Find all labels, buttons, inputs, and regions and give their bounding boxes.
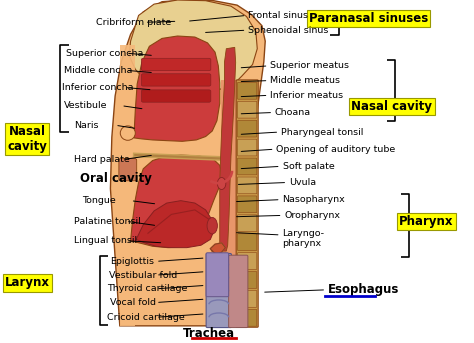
Text: Palatine tonsil: Palatine tonsil <box>74 217 141 226</box>
FancyBboxPatch shape <box>237 196 257 213</box>
FancyBboxPatch shape <box>141 90 211 102</box>
Text: Trachea: Trachea <box>183 327 235 340</box>
Text: Larynx: Larynx <box>5 276 50 289</box>
Text: Cribriform plate: Cribriform plate <box>96 18 172 27</box>
FancyBboxPatch shape <box>206 253 228 297</box>
Text: Paranasal sinuses: Paranasal sinuses <box>309 12 428 25</box>
FancyBboxPatch shape <box>237 272 257 288</box>
FancyBboxPatch shape <box>237 101 257 118</box>
FancyBboxPatch shape <box>237 309 257 326</box>
FancyBboxPatch shape <box>237 234 257 250</box>
Polygon shape <box>131 155 222 248</box>
Polygon shape <box>210 243 225 255</box>
FancyBboxPatch shape <box>119 158 137 181</box>
Text: Vocal fold: Vocal fold <box>110 298 156 307</box>
Ellipse shape <box>120 126 135 140</box>
Text: Thyroid cartilage: Thyroid cartilage <box>107 284 188 293</box>
Text: Nasal
cavity: Nasal cavity <box>8 125 47 153</box>
Text: Esophagus: Esophagus <box>328 283 399 296</box>
Text: Epiglottis: Epiglottis <box>110 257 155 266</box>
FancyBboxPatch shape <box>237 120 257 137</box>
Polygon shape <box>136 201 214 248</box>
Text: Soft palate: Soft palate <box>283 162 334 171</box>
Text: Nasopharynx: Nasopharynx <box>283 195 346 204</box>
FancyBboxPatch shape <box>221 80 237 327</box>
Ellipse shape <box>207 217 218 234</box>
Polygon shape <box>134 36 220 141</box>
FancyBboxPatch shape <box>141 58 211 71</box>
Text: Pharyngeal tonsil: Pharyngeal tonsil <box>281 128 363 137</box>
Text: Tongue: Tongue <box>82 196 116 205</box>
FancyBboxPatch shape <box>237 215 257 232</box>
Text: Oral cavity: Oral cavity <box>80 172 152 185</box>
Text: Middle concha: Middle concha <box>64 66 132 75</box>
Polygon shape <box>110 0 265 326</box>
FancyBboxPatch shape <box>141 74 211 86</box>
FancyBboxPatch shape <box>237 139 257 156</box>
Text: Frontal sinus: Frontal sinus <box>248 11 308 20</box>
Ellipse shape <box>218 178 226 189</box>
Polygon shape <box>129 0 257 90</box>
Text: Sphenoidal sinus: Sphenoidal sinus <box>248 26 328 35</box>
Text: Hard palate: Hard palate <box>74 155 130 164</box>
Text: Opening of auditory tube: Opening of auditory tube <box>276 145 395 154</box>
FancyBboxPatch shape <box>120 45 135 326</box>
Text: Lingual tonsil: Lingual tonsil <box>74 236 137 245</box>
FancyBboxPatch shape <box>237 253 257 270</box>
FancyBboxPatch shape <box>236 80 258 327</box>
Text: Pharynx: Pharynx <box>399 215 454 228</box>
Polygon shape <box>220 47 236 251</box>
Text: Superior meatus: Superior meatus <box>270 61 349 70</box>
FancyBboxPatch shape <box>237 177 257 194</box>
Text: Superior concha: Superior concha <box>66 49 143 58</box>
Text: Cricoid cartilage: Cricoid cartilage <box>107 313 185 322</box>
Text: Nasal cavity: Nasal cavity <box>351 100 432 113</box>
FancyBboxPatch shape <box>237 291 257 307</box>
Text: Inferior meatus: Inferior meatus <box>270 91 343 100</box>
Text: Naris: Naris <box>74 121 99 130</box>
FancyBboxPatch shape <box>228 255 248 328</box>
Text: Vestibular fold: Vestibular fold <box>109 271 177 280</box>
FancyBboxPatch shape <box>237 158 257 175</box>
FancyBboxPatch shape <box>206 253 231 328</box>
Text: Oropharynx: Oropharynx <box>284 211 340 220</box>
Text: Middle meatus: Middle meatus <box>270 76 340 85</box>
Text: Choana: Choana <box>274 108 311 117</box>
Text: Vestibule: Vestibule <box>64 101 107 110</box>
FancyBboxPatch shape <box>237 82 257 99</box>
Text: Uvula: Uvula <box>289 178 316 187</box>
Text: Laryngo-
pharynx: Laryngo- pharynx <box>283 229 325 248</box>
Text: Inferior concha: Inferior concha <box>62 83 134 92</box>
